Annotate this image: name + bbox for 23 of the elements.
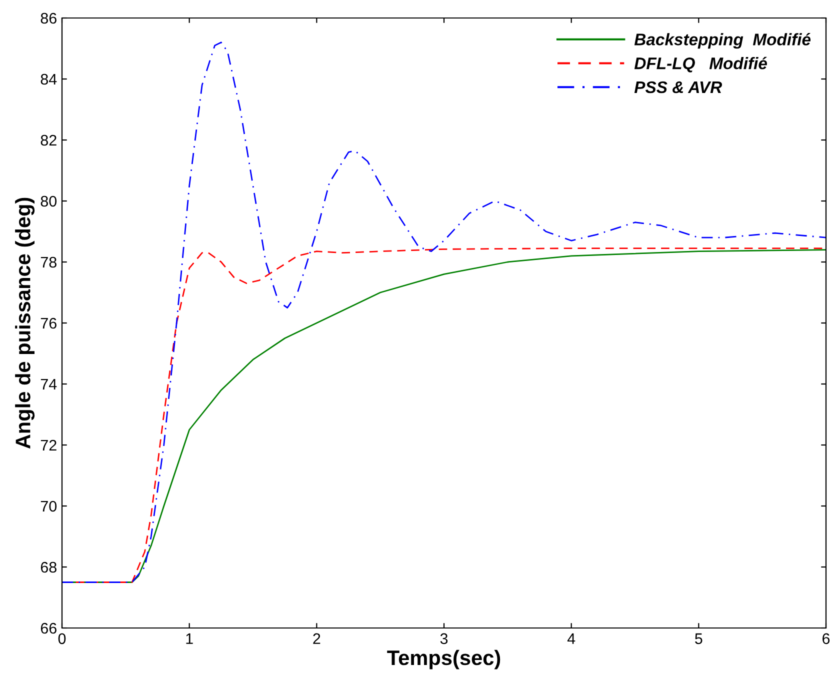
y-tick-label: 76 (40, 318, 56, 329)
y-tick-label: 66 (40, 622, 56, 634)
x-tick-label: 1 (186, 633, 193, 644)
y-tick-label: 68 (40, 562, 56, 573)
x-axis-title: Temps(sec) (387, 650, 500, 670)
y-tick-label: 70 (40, 500, 57, 512)
legend-label: Backstepping Modifié (634, 33, 811, 49)
legend-label: PSS & AVR (634, 81, 722, 94)
x-tick-label: 4 (567, 633, 576, 644)
y-tick-label: 72 (40, 440, 56, 451)
x-tick-label: 6 (822, 633, 830, 644)
y-tick-label: 80 (40, 196, 57, 207)
legend-label: DFL-LQ Modifié (634, 56, 767, 72)
y-tick-label: 86 (40, 12, 56, 24)
x-tick-label: 5 (695, 633, 702, 644)
x-tick-label: 3 (440, 633, 448, 644)
x-tick-label: 2 (313, 633, 320, 644)
y-tick-label: 84 (40, 74, 57, 85)
y-axis-title: Angle de puissance (deg) (15, 198, 35, 449)
y-tick-label: 82 (40, 134, 56, 146)
y-tick-label: 74 (40, 379, 57, 390)
x-tick-label: 0 (58, 633, 66, 644)
y-tick-label: 78 (40, 256, 56, 268)
